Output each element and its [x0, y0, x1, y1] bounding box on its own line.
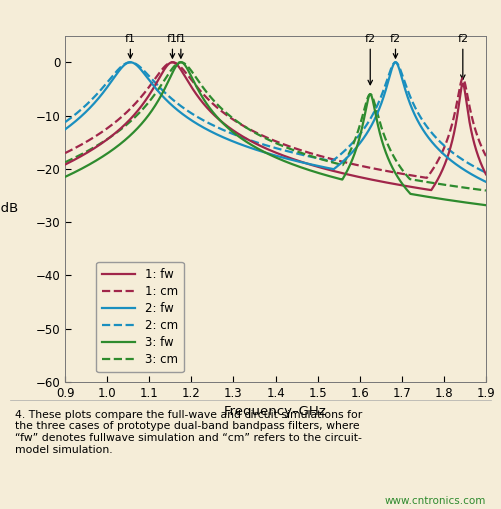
Text: www.cntronics.com: www.cntronics.com: [385, 496, 486, 506]
Legend: 1: fw, 1: cm, 2: fw, 2: cm, 3: fw, 3: cm: 1: fw, 1: cm, 2: fw, 2: cm, 3: fw, 3: cm: [96, 262, 184, 373]
Text: f2: f2: [365, 34, 376, 84]
Text: f1: f1: [175, 34, 186, 58]
X-axis label: Frequency–GHz: Frequency–GHz: [224, 405, 327, 418]
Text: f1: f1: [167, 34, 178, 58]
Text: 4. These plots compare the full-wave and circuit simulations for
the three cases: 4. These plots compare the full-wave and…: [15, 410, 362, 455]
Y-axis label: S₂₁–dB: S₂₁–dB: [0, 202, 18, 215]
Text: f2: f2: [390, 34, 401, 58]
Text: f2: f2: [457, 34, 468, 79]
Text: f1: f1: [125, 34, 136, 58]
